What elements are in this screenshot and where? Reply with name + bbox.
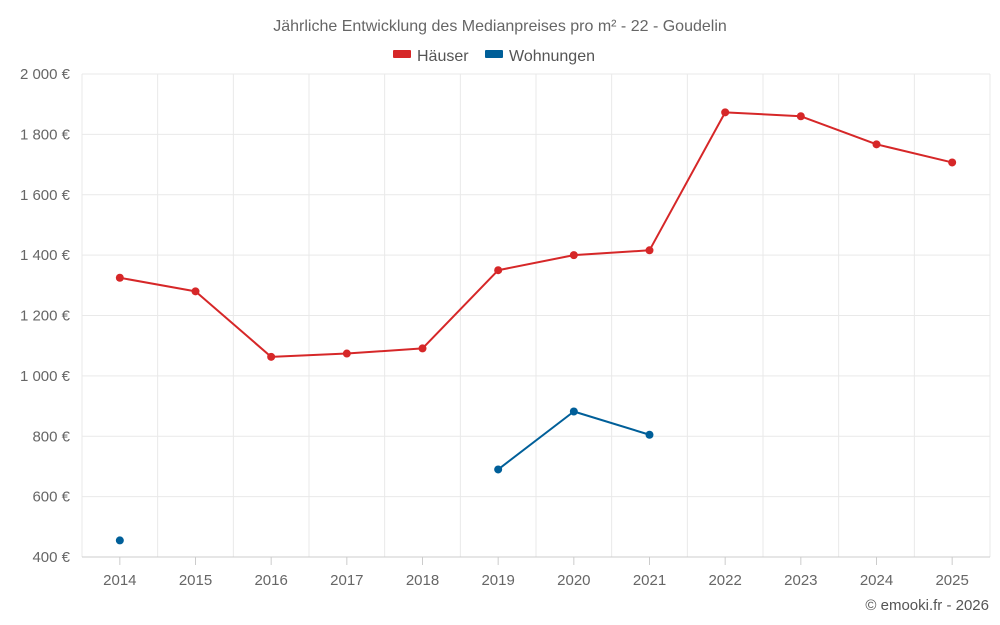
legend-label-wohnungen: Wohnungen [509,48,595,65]
grid [81,73,991,558]
data-point-haeuser-2021[interactable] [645,246,654,255]
x-tick-label: 2017 [330,572,363,589]
data-point-haeuser-2017[interactable] [342,349,351,358]
data-point-haeuser-2019[interactable] [494,266,503,275]
legend-item-wohnungen[interactable]: Wohnungen [485,48,595,65]
x-tick-label: 2018 [406,572,439,589]
x-tick-label: 2021 [633,572,666,589]
y-tick-label: 1 200 € [20,308,71,325]
legend-swatch-wohnungen [485,50,503,58]
x-tick-label: 2016 [254,572,287,589]
legend-item-haeuser[interactable]: Häuser [393,48,469,65]
data-point-haeuser-2015[interactable] [191,287,200,296]
y-tick-label: 1 000 € [20,368,71,385]
data-point-haeuser-2024[interactable] [872,140,881,149]
series-line-haeuser [119,111,953,358]
x-tick-label: 2024 [860,572,893,589]
y-tick-label: 600 € [32,489,70,506]
data-point-wohnungen-2014[interactable] [115,536,124,545]
plot-area [115,108,957,545]
x-tick-label: 2022 [708,572,741,589]
data-point-wohnungen-2020[interactable] [569,407,578,416]
y-tick-label: 2 000 € [20,66,71,83]
x-tick-label: 2025 [935,572,968,589]
data-point-haeuser-2022[interactable] [721,108,730,117]
data-point-haeuser-2014[interactable] [115,273,124,282]
legend[interactable]: Häuser Wohnungen [393,48,595,65]
data-point-wohnungen-2019[interactable] [494,465,503,474]
series-line-wohnungen [497,410,650,471]
x-tick-label: 2019 [481,572,514,589]
data-point-haeuser-2018[interactable] [418,344,427,353]
chart-title: Jährliche Entwicklung des Medianpreises … [273,18,727,35]
x-tick-label: 2014 [103,572,136,589]
data-point-haeuser-2020[interactable] [569,251,578,260]
data-point-haeuser-2016[interactable] [267,352,276,361]
legend-swatch-haeuser [393,50,411,58]
series-haeuser [115,108,957,361]
y-tick-label: 1 600 € [20,187,71,204]
y-tick-label: 1 800 € [20,126,71,143]
series-wohnungen [115,407,654,545]
x-tick-label: 2020 [557,572,590,589]
y-tick-label: 1 400 € [20,247,71,264]
data-point-wohnungen-2021[interactable] [645,430,654,439]
x-axis: 2014 2015 2016 2017 2018 2019 2020 2021 2022 2023… [82,556,990,589]
x-tick-label: 2023 [784,572,817,589]
legend-label-haeuser: Häuser [417,48,469,65]
data-point-haeuser-2023[interactable] [796,112,805,121]
y-axis: 400 € 600 € 800 € 1 000 € 1 200 € 1 400 € 1 60… [20,66,71,566]
y-tick-label: 800 € [32,428,70,445]
credit-text: © emooki.fr - 2026 [865,597,989,614]
data-point-haeuser-2025[interactable] [948,158,957,167]
y-tick-label: 400 € [32,549,70,566]
x-tick-label: 2015 [179,572,212,589]
